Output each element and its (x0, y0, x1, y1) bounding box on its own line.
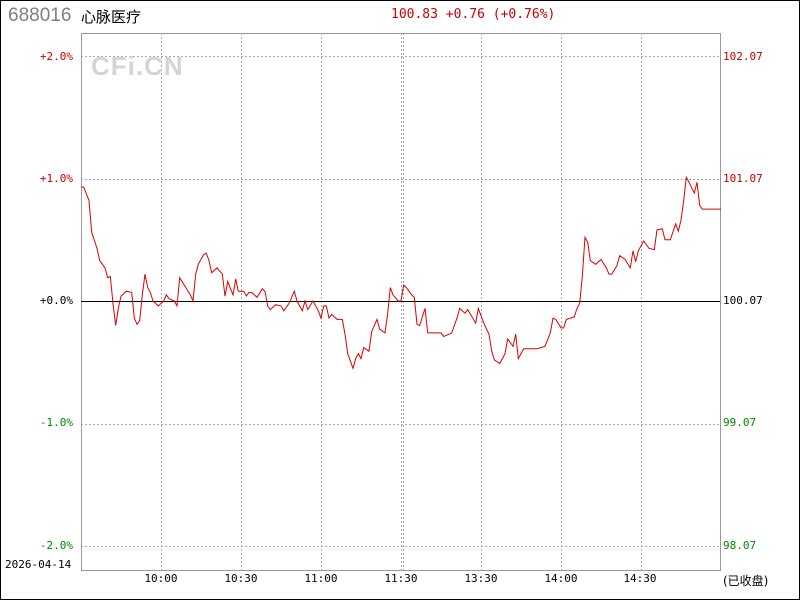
x-tick-label: 14:30 (623, 572, 657, 585)
trade-date: 2026-04-14 (5, 558, 72, 571)
left-tick-label: +1.0% (39, 172, 73, 185)
market-status: (已收盘) (723, 574, 769, 588)
x-tick-label: 14:00 (544, 572, 578, 585)
right-tick-label: 98.07 (723, 539, 757, 552)
left-tick-label: +0.0% (39, 294, 73, 307)
x-tick-label: 11:30 (384, 572, 418, 585)
x-tick-label: 13:30 (464, 572, 498, 585)
right-tick-label: 99.07 (723, 416, 757, 429)
watermark-logo: CFi.CN (91, 51, 184, 81)
stock-code: 688016 (8, 5, 72, 26)
right-tick-label: 102.07 (723, 50, 763, 63)
x-tick-label: 11:00 (304, 572, 338, 585)
x-tick-label: 10:00 (144, 572, 178, 585)
left-tick-label: +2.0% (39, 50, 73, 63)
left-tick-label: -1.0% (39, 416, 73, 429)
stock-name: 心脉医疗 (81, 8, 142, 26)
right-tick-label: 101.07 (723, 172, 763, 185)
x-tick-label: 10:30 (224, 572, 258, 585)
left-tick-label: -2.0% (39, 539, 73, 552)
price-quote: 100.83 +0.76 (+0.76%) (391, 7, 556, 22)
right-tick-label: 100.07 (723, 294, 763, 307)
